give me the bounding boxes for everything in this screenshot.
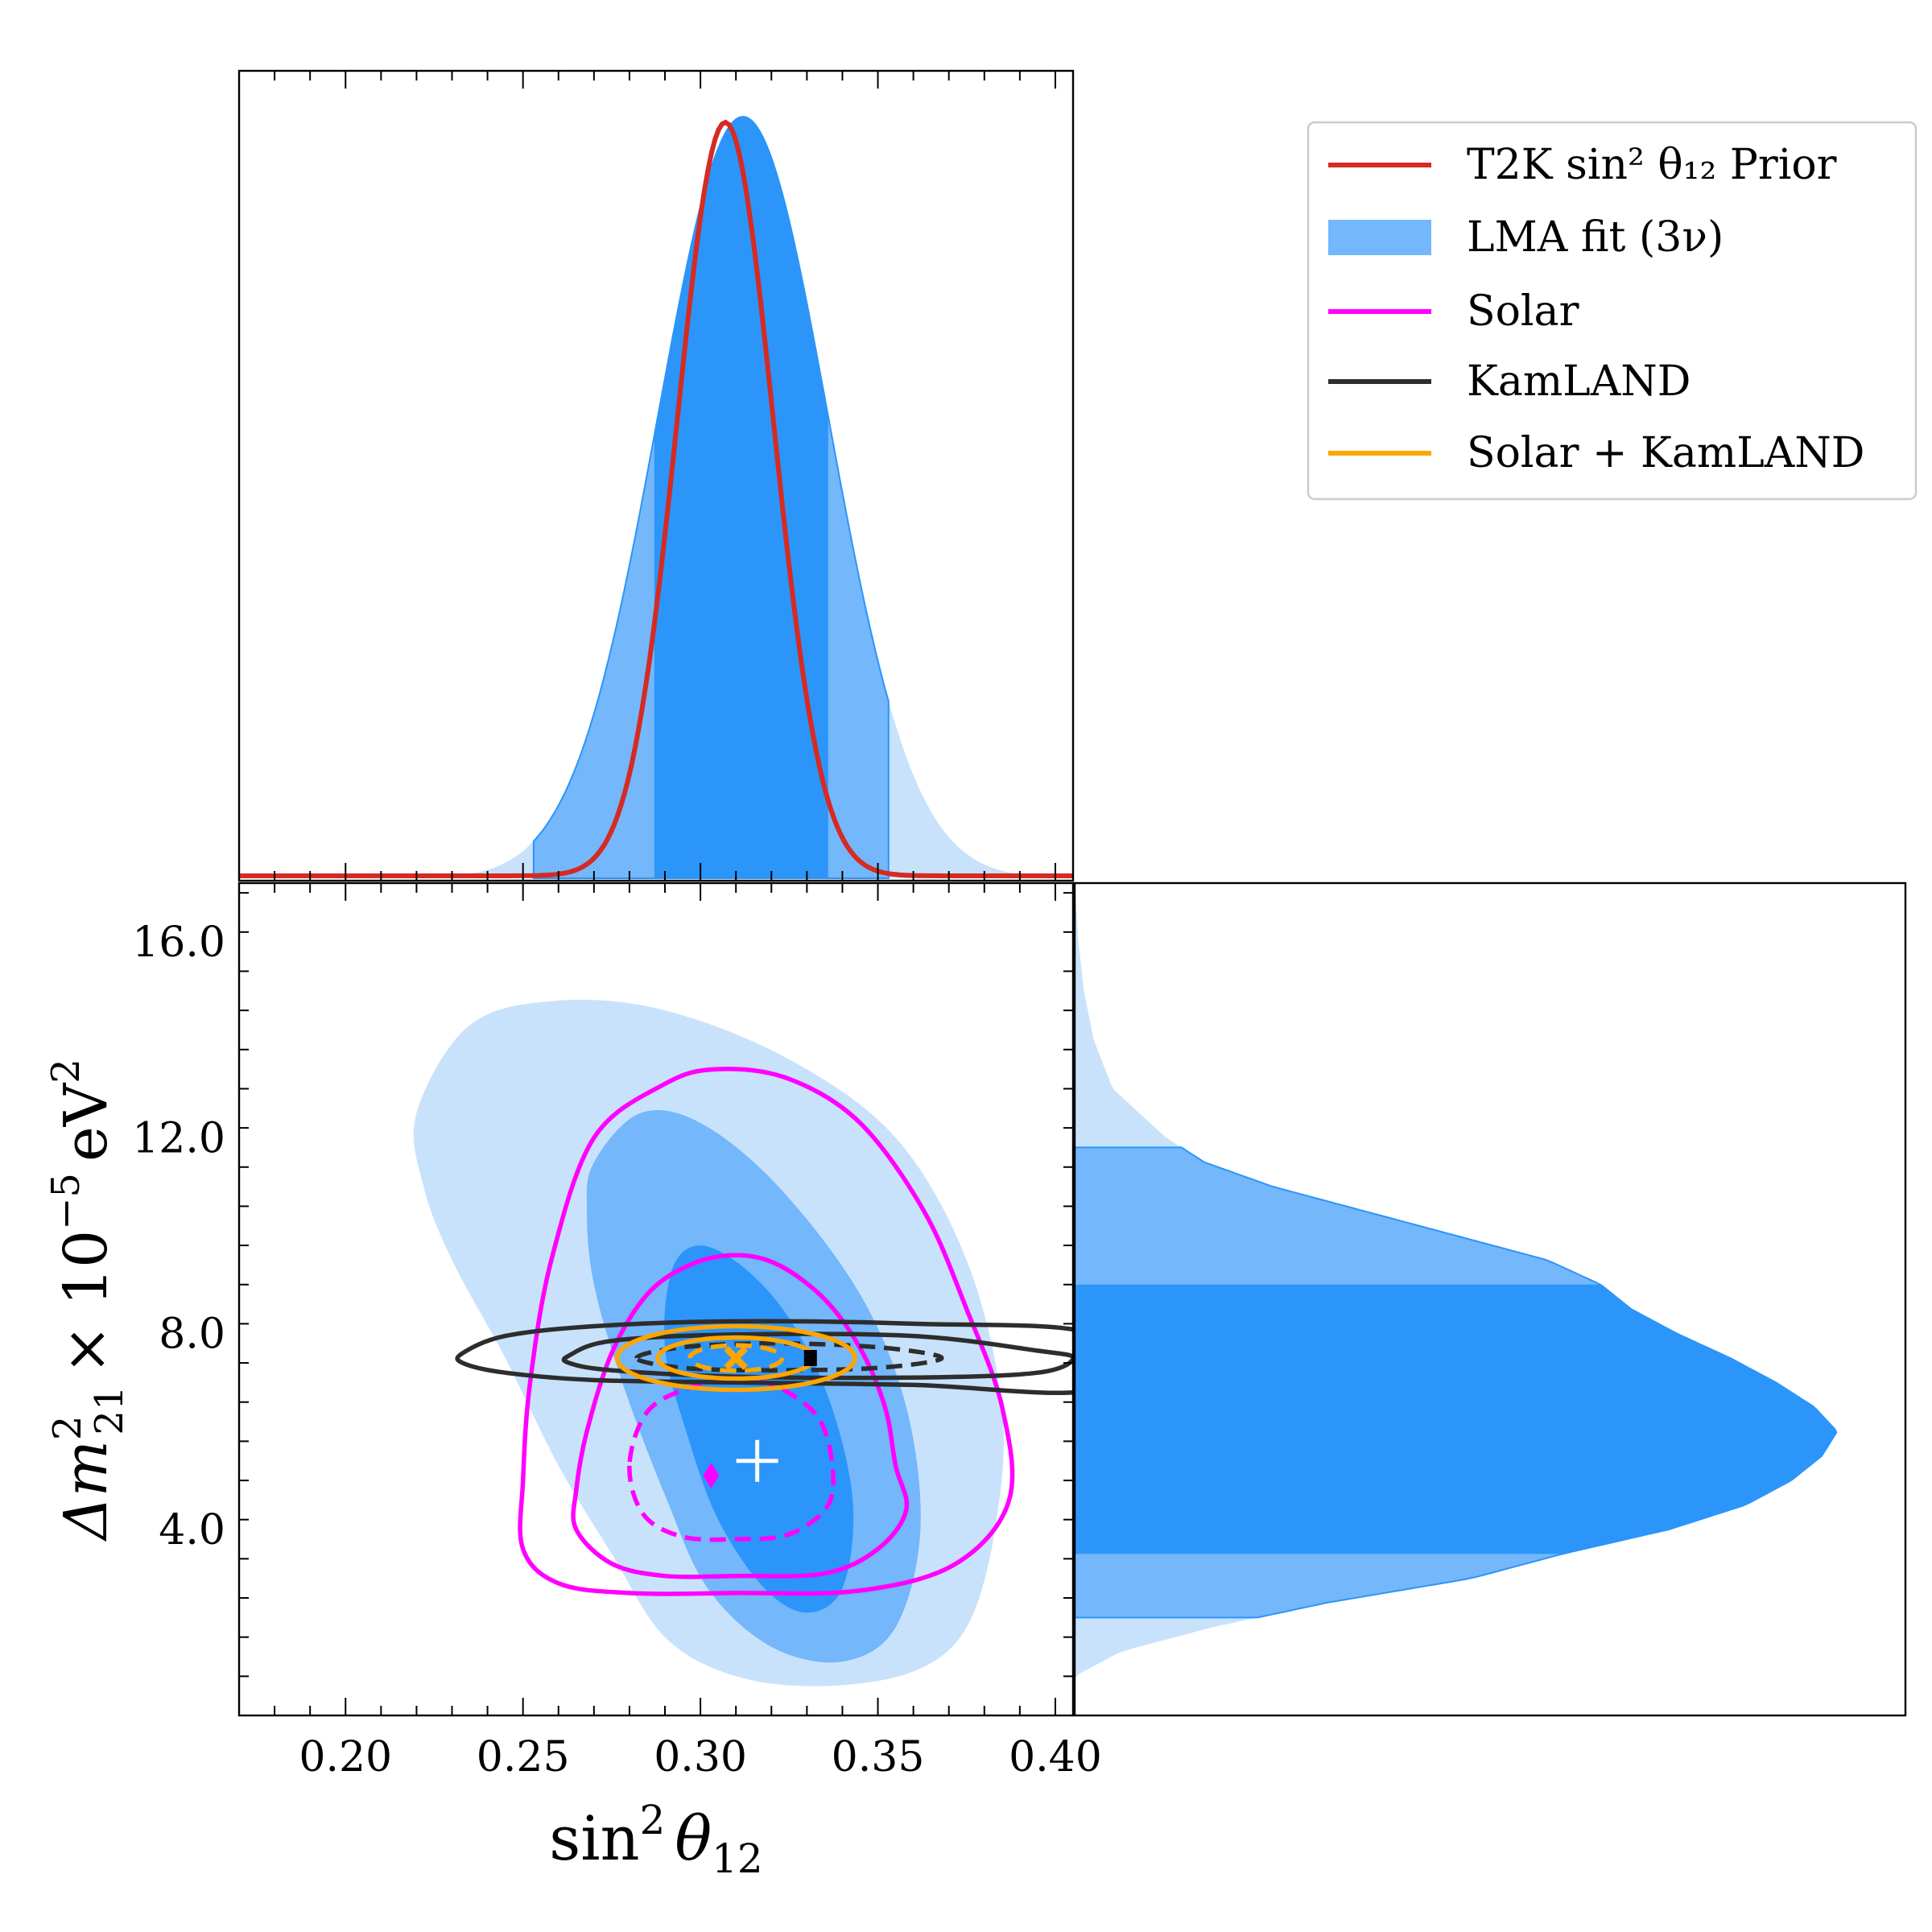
t2k-prior-curve <box>239 119 1073 878</box>
top-panel-frame <box>237 69 1075 882</box>
solar-middle-contour <box>571 1253 910 1579</box>
x-tick-label: 0.25 <box>477 1733 570 1781</box>
legend-entry-prior: T2K sin² θ₁₂ Prior <box>1328 141 1837 189</box>
x-tick-label: 0.35 <box>832 1733 925 1781</box>
legend-label-solar: Solar <box>1467 287 1579 336</box>
solar-best-fit-marker <box>703 1462 720 1488</box>
axis-ticks: 0.20 0.25 0.30 0.35 0.40 4.0 8.0 12.0 16.0 <box>132 71 1102 1781</box>
sin2theta12-marginal-panel <box>239 116 1073 879</box>
legend-entry-solar-kamland: Solar + KamLAND <box>1328 429 1864 477</box>
kamland-outer-contour <box>455 1319 1073 1396</box>
legend-label-kamland: KamLAND <box>1467 357 1690 406</box>
lma-1sigma-band-sin2 <box>654 117 828 878</box>
solar-outer-contour <box>518 1067 1015 1596</box>
y-tick-label: 12.0 <box>132 1114 225 1162</box>
lma-best-fit-marker <box>736 1439 778 1482</box>
solar-kamland-best-fit-marker <box>724 1346 749 1370</box>
legend-entry-lma: LMA fit (3ν) <box>1328 213 1724 262</box>
y-axis-label: Δm221× 10−5eV2 <box>43 1059 132 1542</box>
solar-kamland-inner-contour <box>687 1343 785 1373</box>
solar-kamland-outer-contour <box>614 1323 857 1393</box>
legend: T2K sin² θ₁₂ Prior LMA fit (3ν) Solar Ka… <box>1307 121 1918 501</box>
legend-label-solar-kamland: Solar + KamLAND <box>1467 429 1864 477</box>
dm2-marginal-panel <box>1075 883 1838 1711</box>
kamland-best-fit-marker <box>803 1349 817 1366</box>
main-panel-frame <box>237 881 1075 1717</box>
x-tick-label: 0.20 <box>299 1733 392 1781</box>
y-tick-label: 4.0 <box>159 1506 225 1554</box>
x-axis-label: sin2 θ12 <box>549 1797 762 1882</box>
right-panel-frame <box>1073 881 1907 1717</box>
legend-box <box>1307 121 1918 501</box>
legend-entry-kamland: KamLAND <box>1328 357 1690 406</box>
x-tick-label: 0.30 <box>654 1733 747 1781</box>
y-tick-label: 16.0 <box>132 919 225 967</box>
x-tick-label: 0.40 <box>1009 1733 1102 1781</box>
legend-swatch-lma <box>1328 220 1431 255</box>
joint-contour-panel <box>413 999 1073 1686</box>
legend-entry-solar: Solar <box>1328 287 1579 336</box>
legend-label-lma: LMA fit (3ν) <box>1467 213 1724 262</box>
lma-1sigma-band-dm2 <box>1075 1284 1837 1554</box>
legend-label-prior: T2K sin² θ₁₂ Prior <box>1467 141 1837 189</box>
y-tick-label: 8.0 <box>159 1311 225 1359</box>
